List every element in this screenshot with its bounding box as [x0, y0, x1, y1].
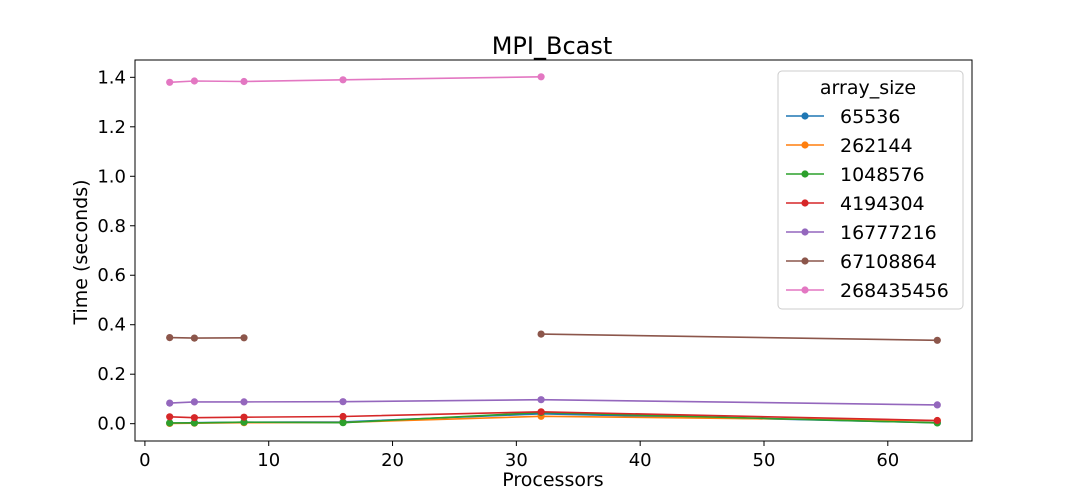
legend-label: 16777216 [840, 222, 937, 244]
data-point [240, 418, 248, 426]
series-268435456 [166, 73, 545, 86]
series-4194304 [166, 408, 941, 425]
y-tick-label: 0.4 [97, 315, 126, 336]
data-point [339, 419, 347, 427]
legend: array_size 65536 262144 1048576 4194304 1677… [777, 70, 964, 310]
x-tick-label: 40 [629, 450, 652, 471]
data-point [339, 398, 347, 406]
data-point [240, 334, 248, 342]
y-tick-label: 1.2 [97, 117, 126, 138]
data-point [933, 416, 941, 425]
data-point [537, 330, 545, 338]
legend-title: array_size [820, 77, 916, 99]
legend-label: 1048576 [840, 164, 925, 186]
legend-marker [801, 199, 809, 207]
series-line [169, 76, 542, 84]
series-line [169, 411, 938, 424]
x-tick-label: 10 [257, 450, 280, 471]
x-tick-label: 0 [139, 450, 150, 471]
data-point [240, 398, 248, 406]
x-axis-title: Processors [502, 469, 603, 491]
data-point [537, 408, 545, 416]
data-point [166, 419, 174, 427]
series-group [166, 73, 941, 427]
series-line [169, 336, 245, 339]
x-tick-label: 60 [876, 450, 899, 471]
y-tick-label: 0.8 [97, 216, 126, 237]
legend-items: 65536 262144 1048576 4194304 16777216 6710886… [786, 106, 949, 302]
legend-marker [801, 257, 809, 265]
axes: 0 10 20 30 40 50 60 0.0 0.2 0.4 0.6 0.8 1.0 1.2 1.4 [97, 59, 973, 471]
legend-marker [801, 286, 809, 294]
legend-marker [801, 112, 809, 120]
legend-item: 16777216 [786, 222, 937, 244]
data-point [190, 77, 198, 85]
legend-label: 65536 [840, 106, 900, 128]
legend-frame [777, 70, 964, 310]
legend-item: 67108864 [786, 251, 937, 273]
data-point [339, 412, 347, 421]
legend-item: 262144 [786, 135, 913, 157]
series-line [169, 398, 938, 406]
data-point [537, 396, 545, 404]
data-point [166, 78, 174, 86]
legend-item: 268435456 [786, 280, 949, 302]
legend-label: 262144 [840, 135, 913, 157]
data-point [190, 419, 198, 427]
data-point [933, 401, 941, 409]
y-tick-label: 1.0 [97, 166, 126, 187]
plot-frame [134, 59, 973, 442]
y-tick-label: 1.4 [97, 67, 126, 88]
series-67108864 [166, 330, 941, 344]
data-point [339, 76, 347, 84]
series-16777216 [166, 396, 941, 409]
legend-label: 268435456 [840, 280, 949, 302]
series-line [169, 410, 938, 422]
data-point [166, 399, 174, 407]
legend-item: 1048576 [786, 164, 925, 186]
data-point [537, 73, 545, 81]
legend-label: 67108864 [840, 251, 937, 273]
y-tick-label: 0.0 [97, 414, 126, 435]
y-tick-label: 0.6 [97, 265, 126, 286]
legend-marker [801, 170, 809, 178]
legend-item: 4194304 [786, 193, 925, 215]
data-point [240, 413, 248, 421]
data-point [933, 336, 941, 344]
data-point [240, 77, 248, 86]
data-point [166, 334, 174, 342]
legend-marker [801, 141, 809, 149]
x-tick-label: 20 [381, 450, 404, 471]
legend-label: 4194304 [840, 193, 925, 215]
y-axis-title: Time (seconds) [70, 179, 92, 325]
x-tick-label: 30 [505, 450, 528, 471]
legend-marker [801, 228, 809, 236]
data-point [190, 398, 198, 406]
data-point [166, 413, 174, 421]
legend-item: 65536 [786, 106, 900, 128]
data-point [190, 334, 198, 342]
data-point [190, 414, 198, 422]
x-tick-label: 50 [753, 450, 776, 471]
y-tick-label: 0.2 [97, 364, 126, 385]
series-line [541, 333, 938, 342]
chart-title: MPI_Bcast [492, 32, 613, 60]
